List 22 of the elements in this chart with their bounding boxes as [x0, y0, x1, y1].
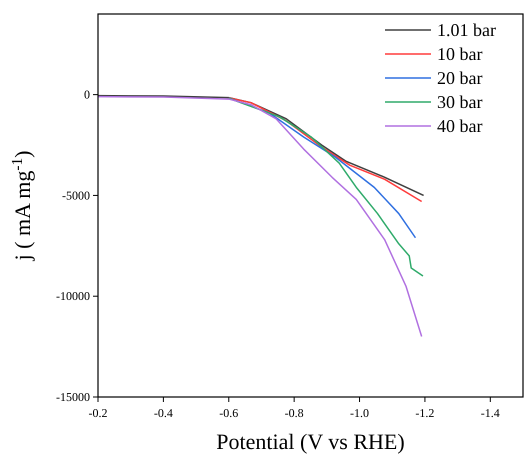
legend-label: 40 bar	[437, 116, 482, 136]
legend-label: 10 bar	[437, 44, 482, 64]
legend-label: 1.01 bar	[437, 20, 496, 40]
x-tick-label: -0.2	[88, 406, 108, 420]
line-series	[98, 94, 424, 196]
x-axis-title: Potential (V vs RHE)	[216, 429, 405, 454]
y-tick-label: -10000	[56, 289, 90, 304]
y-tick-label: -5000	[62, 188, 90, 202]
x-tick-label: -0.8	[284, 406, 304, 420]
legend-label: 30 bar	[437, 92, 482, 112]
line-series	[98, 96, 422, 338]
y-tick-label: -15000	[56, 390, 90, 404]
line-series	[228, 98, 424, 277]
x-tick-label: -1.2	[415, 406, 434, 420]
x-tick-label: -1.4	[480, 406, 500, 420]
x-tick-label: -1.0	[350, 406, 370, 420]
line-series	[228, 97, 422, 202]
y-tick-label: 0	[84, 88, 90, 102]
x-tick-label: -0.4	[154, 406, 173, 420]
legend-label: 20 bar	[437, 68, 482, 88]
line-series	[228, 97, 416, 239]
x-tick-label: -0.6	[219, 406, 238, 420]
